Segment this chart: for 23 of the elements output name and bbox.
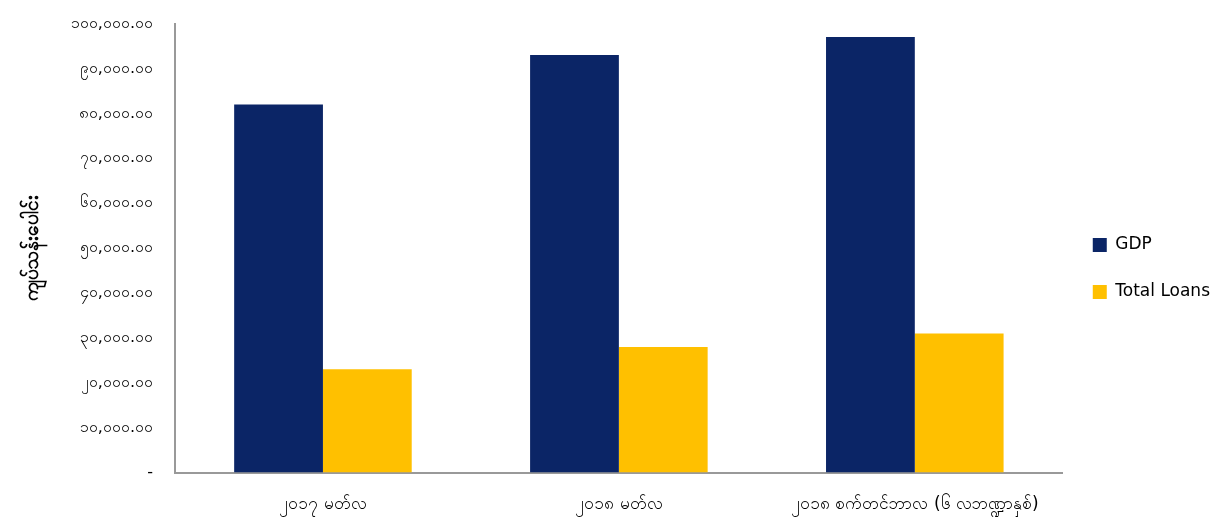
- legend-label: Total Loans: [1114, 280, 1211, 301]
- y-tick-label: ၅၀,၀၀၀.၀၀: [79, 237, 153, 260]
- x-tick-label: ၂၀၁၈ မတ်လ: [575, 493, 663, 518]
- bar: [530, 55, 619, 473]
- y-tick-label: ၈၀,၀၀၀.၀၀: [78, 102, 153, 122]
- legend-label: GDP: [1115, 233, 1152, 254]
- y-tick-label: ၆၀,၀၀၀.၀၀: [79, 192, 153, 212]
- y-axis-title: ကျပ်သန်းပေါင်း: [19, 195, 49, 302]
- y-tick-label: -: [147, 461, 153, 481]
- y-tick-label: ၇၀,၀၀၀.၀၀: [79, 147, 153, 170]
- y-tick-label: ၄၀,၀၀၀.၀၀: [79, 282, 153, 305]
- x-tick-label: ၂၀၁၈ စက်တင်ဘာလ (၆ လဘဏ္ဍာနှစ်): [791, 493, 1039, 518]
- bar: [826, 37, 915, 473]
- bar: [914, 333, 1004, 473]
- bar: [322, 369, 412, 473]
- y-tick-label: ၂၀,၀၀၀.၀၀: [80, 371, 153, 394]
- y-tick-label: ၉၀,၀၀၀.၀၀: [79, 57, 153, 80]
- y-tick-label: ၁၀,၀၀၀.၀၀: [79, 416, 153, 436]
- y-tick-label: ၃၀,၀၀၀.၀၀: [79, 327, 153, 350]
- x-tick-label: ၂၀၁၇ မတ်လ: [279, 493, 367, 518]
- bar: [234, 104, 323, 473]
- y-tick-label: ၁၀၀,၀၀၀.၀၀: [70, 12, 153, 32]
- bar: [618, 346, 708, 473]
